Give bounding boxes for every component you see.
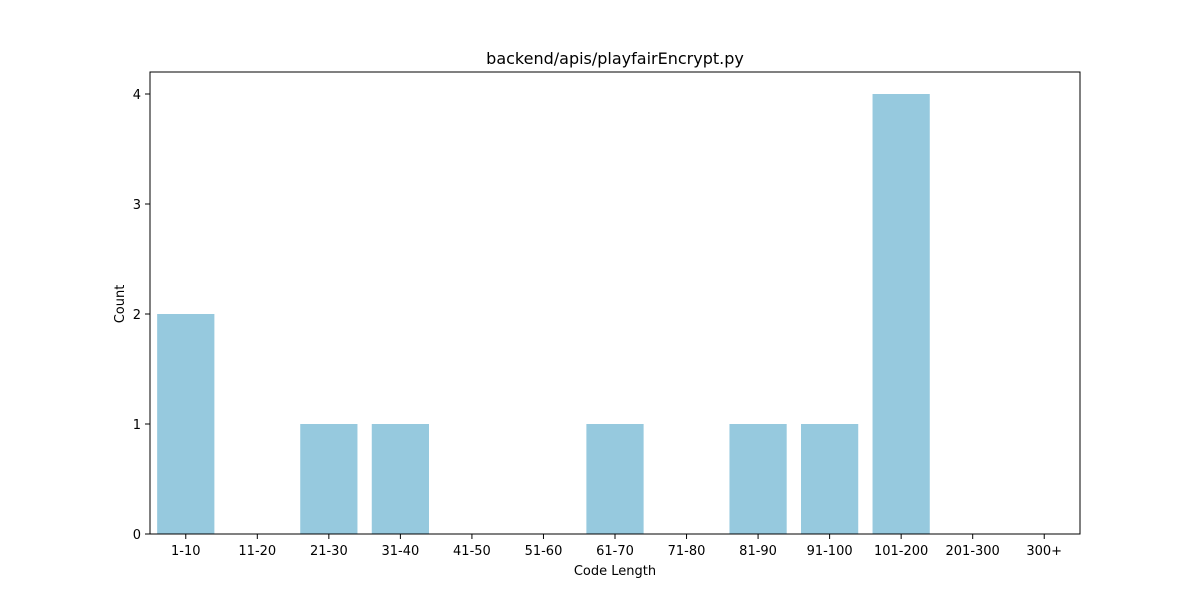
x-tick-label: 300+ <box>1026 544 1062 559</box>
bar-101-200 <box>872 94 930 534</box>
x-tick-label: 1-10 <box>171 544 201 559</box>
x-tick-label: 91-100 <box>807 544 853 559</box>
x-axis-label: Code Length <box>574 564 656 579</box>
x-tick-label: 61-70 <box>596 544 634 559</box>
y-tick-label: 4 <box>133 88 141 103</box>
x-tick-label: 11-20 <box>238 544 276 559</box>
bar-31-40 <box>371 424 429 534</box>
bar-91-100 <box>801 424 859 534</box>
x-tick-label: 81-90 <box>739 544 777 559</box>
plot-frame <box>149 71 1081 535</box>
y-axis-label: Count <box>113 285 128 324</box>
y-tick-label: 3 <box>133 198 141 213</box>
x-tick-label: 71-80 <box>668 544 706 559</box>
y-tick-label: 2 <box>133 308 141 323</box>
bar-81-90 <box>729 424 787 534</box>
chart-title: backend/apis/playfairEncrypt.py <box>486 49 744 68</box>
x-axis: 1-10 11-20 21-30 31-40 41-50 51-60 61-70 71-80 8… <box>171 534 1062 559</box>
y-tick-label: 1 <box>133 418 141 433</box>
bar-21-30 <box>300 424 358 534</box>
bar-61-70 <box>586 424 644 534</box>
x-tick-label: 201-300 <box>946 544 1000 559</box>
y-axis: 0 1 2 3 4 <box>133 88 150 543</box>
bar-1-10 <box>157 314 215 534</box>
x-tick-label: 41-50 <box>453 544 491 559</box>
bars-group <box>157 94 930 534</box>
y-tick-label: 0 <box>133 528 141 543</box>
x-tick-label: 21-30 <box>310 544 348 559</box>
x-tick-label: 31-40 <box>381 544 419 559</box>
x-tick-label: 101-200 <box>874 544 928 559</box>
x-tick-label: 51-60 <box>525 544 563 559</box>
